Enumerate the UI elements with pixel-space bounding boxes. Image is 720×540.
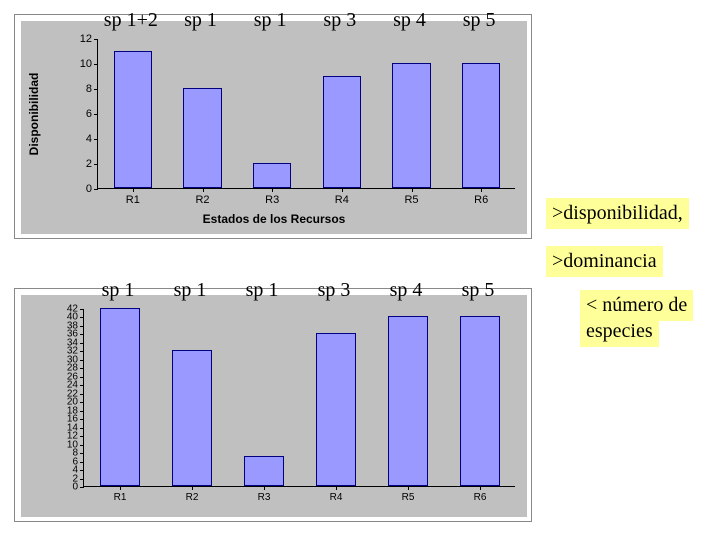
chart1-xtick-label: R2 <box>195 194 209 206</box>
chart1-xtick-label: R3 <box>265 194 279 206</box>
chart2-ytick <box>80 428 84 429</box>
chart1-ytick <box>94 89 98 90</box>
chart2-ytick <box>80 334 84 335</box>
chart1-ytick <box>94 114 98 115</box>
note-1: >dominancia <box>546 246 663 277</box>
chart1-xtick <box>342 188 343 192</box>
chart2-ytick <box>80 462 84 463</box>
chart2-ytick <box>80 419 84 420</box>
chart2-xtick-label: R6 <box>474 492 487 503</box>
chart1-bar <box>253 163 291 188</box>
chart2-ytick <box>80 360 84 361</box>
chart2-xtick-label: R4 <box>330 492 343 503</box>
chart2-ytick <box>80 394 84 395</box>
chart2-ytick <box>80 317 84 318</box>
chart2-ytick <box>80 487 84 488</box>
chart2-inner: 024681012141618202224262830323436384042R… <box>21 295 527 517</box>
chart1-xtick <box>481 188 482 192</box>
chart2-bar <box>460 316 500 486</box>
chart1-bar <box>183 88 221 188</box>
chart1-sp-label: sp 1 <box>254 9 287 32</box>
chart1-ytick <box>94 189 98 190</box>
chart1-ytick <box>94 164 98 165</box>
note-3: especies <box>580 316 659 347</box>
chart2-sp-label: sp 5 <box>462 279 495 302</box>
chart2-xtick <box>408 486 409 490</box>
chart2-ytick <box>80 343 84 344</box>
chart1-ytick-label: 10 <box>80 58 92 70</box>
chart1-sp-label: sp 5 <box>463 9 496 32</box>
chart1-ytick <box>94 139 98 140</box>
chart2-sp-label: sp 1 <box>174 279 207 302</box>
chart2-ytick-label: 42 <box>67 304 78 315</box>
chart2-sp-label: sp 1 <box>102 279 135 302</box>
chart1-ytick <box>94 39 98 40</box>
chart2-xtick <box>336 486 337 490</box>
chart2-ytick <box>80 351 84 352</box>
chart1-xaxis-title: Estados de los Recursos <box>203 212 346 226</box>
chart2-xtick <box>480 486 481 490</box>
chart1-xtick <box>272 188 273 192</box>
chart1-bar <box>114 51 152 189</box>
chart2-xtick <box>264 486 265 490</box>
chart1-ytick-label: 2 <box>86 158 92 170</box>
chart1-ytick-label: 4 <box>86 133 92 145</box>
chart1-sp-label: sp 1+2 <box>104 9 158 32</box>
chart1-xtick <box>412 188 413 192</box>
chart2-xtick-label: R1 <box>114 492 127 503</box>
chart2-xtick-label: R2 <box>186 492 199 503</box>
chart1-ytick-label: 6 <box>86 108 92 120</box>
chart2-ytick <box>80 453 84 454</box>
chart2-ytick <box>80 411 84 412</box>
chart1-sp-label: sp 3 <box>323 9 356 32</box>
chart1-ytick <box>94 64 98 65</box>
chart2-bar <box>244 456 284 486</box>
chart1-ytick-label: 0 <box>86 183 92 195</box>
chart1-ytick-label: 12 <box>80 33 92 45</box>
chart2-ytick <box>80 470 84 471</box>
chart2-plot: 024681012141618202224262830323436384042R… <box>83 309 515 487</box>
chart2-ytick <box>80 309 84 310</box>
note-0: >disponibilidad, <box>546 198 689 229</box>
chart2-sp-label: sp 1 <box>246 279 279 302</box>
chart2-ytick <box>80 385 84 386</box>
chart2-xtick-label: R5 <box>402 492 415 503</box>
chart2-sp-label: sp 3 <box>318 279 351 302</box>
chart1-xtick-label: R6 <box>474 194 488 206</box>
chart2-ytick <box>80 402 84 403</box>
chart2-bar <box>388 316 428 486</box>
chart1-xtick <box>203 188 204 192</box>
chart2-bar <box>100 308 140 486</box>
chart1-box: 024681012R1R2R3R4R5R6DisponibilidadEstad… <box>14 14 532 239</box>
chart1-xtick-label: R4 <box>335 194 349 206</box>
chart2-box: 024681012141618202224262830323436384042R… <box>14 288 532 522</box>
chart2-bar <box>316 333 356 486</box>
chart2-bar <box>172 350 212 486</box>
chart1-inner: 024681012R1R2R3R4R5R6DisponibilidadEstad… <box>21 21 527 234</box>
chart2-ytick <box>80 377 84 378</box>
chart1-xtick-label: R1 <box>126 194 140 206</box>
chart1-bar <box>392 63 430 188</box>
chart2-ytick <box>80 326 84 327</box>
chart1-ytick-label: 8 <box>86 83 92 95</box>
chart2-ytick <box>80 479 84 480</box>
chart2-ytick <box>80 445 84 446</box>
chart2-xtick <box>120 486 121 490</box>
chart2-ytick <box>80 436 84 437</box>
chart1-bar <box>462 63 500 188</box>
chart2-sp-label: sp 4 <box>390 279 423 302</box>
chart1-sp-label: sp 4 <box>393 9 426 32</box>
chart2-xtick <box>192 486 193 490</box>
chart1-plot: 024681012R1R2R3R4R5R6 <box>97 39 515 189</box>
chart1-xtick <box>133 188 134 192</box>
chart2-ytick <box>80 368 84 369</box>
chart2-xtick-label: R3 <box>258 492 271 503</box>
chart1-yaxis-title: Disponibilidad <box>27 73 41 156</box>
chart1-xtick-label: R5 <box>404 194 418 206</box>
chart1-sp-label: sp 1 <box>184 9 217 32</box>
chart1-bar <box>323 76 361 189</box>
